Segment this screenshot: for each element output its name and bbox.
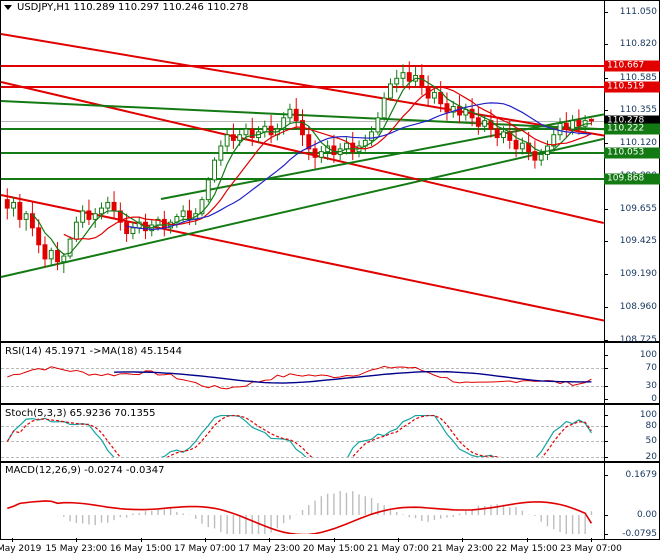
time-axis-tick: [398, 538, 399, 542]
price-axis-tick: [604, 12, 608, 13]
stoch-axis-label: 80: [645, 420, 657, 431]
price-axis-tick: [604, 208, 608, 210]
price-axis-label: 108.960: [619, 301, 657, 312]
time-axis-label: 17 May 23:00: [238, 544, 301, 554]
time-axis-label: 15 May 2019: [0, 544, 42, 554]
macd-axis-tick: [604, 475, 608, 476]
price-axis-tick: [604, 77, 608, 79]
stoch-axis: [604, 403, 660, 461]
stoch-axis-tick: [604, 441, 608, 443]
rsi-axis-gridline: [1, 368, 604, 370]
level-line-110519: [1, 85, 604, 88]
price-axis-tick: [604, 241, 608, 243]
support-level-110222[interactable]: 110.222: [604, 123, 660, 135]
support-level-110053[interactable]: 110.053: [604, 147, 660, 159]
time-axis-tick: [591, 538, 592, 542]
current-price-110278[interactable]: 110.278: [604, 115, 660, 127]
price-axis[interactable]: [604, 0, 660, 341]
time-axis-label: 22 May 15:00: [495, 544, 558, 554]
rsi-axis-label: 100: [639, 350, 657, 360]
rsi-axis-label: 30: [645, 380, 657, 391]
price-axis-label: 108.725: [619, 335, 657, 345]
macd-axis-label: 0.00: [636, 510, 657, 520]
rsi-axis-tick: [604, 385, 608, 387]
stoch-label: Stoch(5,3,3) 65.9236 70.1355: [5, 408, 156, 419]
price-axis-tick: [604, 274, 608, 276]
price-axis-label: 109.425: [619, 236, 657, 247]
rsi-label: RSI(14) 45.1971 ->MA(18) 45.1544: [5, 346, 182, 357]
stoch-axis-tick: [604, 415, 608, 416]
resistance-level-110667[interactable]: 110.667: [604, 60, 660, 72]
price-axis-tick: [604, 340, 608, 341]
time-axis-label: 17 May 07:00: [174, 544, 236, 554]
resistance-level-110519[interactable]: 110.519: [604, 81, 660, 93]
macd-axis-tick: [604, 534, 608, 535]
symbol-header: USDJPY,H1 110.289 110.297 110.246 110.27…: [17, 2, 249, 13]
price-axis-tick: [604, 306, 608, 308]
time-axis-label: 16 May 15:00: [109, 544, 172, 554]
price-plot-area[interactable]: [1, 12, 604, 340]
price-axis-label: 109.655: [619, 203, 657, 214]
time-axis-tick: [526, 538, 528, 542]
stoch-axis-label: 100: [639, 410, 657, 420]
stoch-axis-label: 50: [645, 436, 657, 447]
level-line-110667: [1, 65, 604, 67]
time-axis-label: 21 May 23:00: [431, 544, 494, 554]
time-axis-tick: [12, 538, 13, 542]
macd-axis-label: -0.0795: [622, 529, 657, 539]
rsi-axis-tick: [604, 399, 608, 400]
rsi-axis-gridline: [1, 385, 604, 387]
price-axis-tick: [604, 44, 608, 46]
time-axis-tick: [205, 538, 206, 542]
macd-label: MACD(12,26,9) -0.0274 -0.0347: [5, 465, 165, 476]
time-axis-label: 15 May 23:00: [45, 544, 108, 554]
macd-axis-tick: [604, 515, 608, 516]
rsi-axis-tick: [604, 368, 608, 370]
stoch-axis-gridline: [1, 425, 604, 427]
price-axis-label: 109.190: [619, 269, 657, 280]
time-axis-label: 21 May 07:00: [367, 544, 429, 554]
stoch-axis-tick: [604, 425, 608, 427]
rsi-axis-label: 70: [645, 363, 657, 374]
time-axis-tick: [140, 538, 142, 542]
price-axis-label: 110.355: [619, 105, 657, 115]
price-axis-label: 110.120: [619, 138, 657, 149]
price-axis-label: 111.050: [619, 7, 657, 17]
caret-down-icon[interactable]: [4, 5, 12, 10]
rsi-axis-tick: [604, 355, 608, 356]
time-axis-label: 20 May 15:00: [302, 544, 365, 554]
time-axis-label: 23 May 07:00: [560, 544, 622, 554]
time-axis-tick: [333, 538, 335, 542]
stoch-axis-tick: [604, 457, 608, 458]
stoch-axis-gridline: [1, 457, 604, 458]
price-axis-label: 110.585: [619, 72, 657, 83]
stoch-axis-label: 20: [645, 452, 657, 462]
time-axis-tick: [269, 538, 271, 542]
time-axis-tick: [462, 538, 464, 542]
stoch-axis-gridline: [1, 441, 604, 443]
time-axis-tick: [76, 538, 78, 542]
price-axis-tick: [604, 110, 608, 111]
level-line-109868: [1, 177, 604, 180]
rsi-axis: [604, 341, 660, 403]
macd-axis-label: 0.1679: [625, 470, 658, 480]
rsi-axis-label: 0: [651, 394, 657, 404]
price-axis-label: 110.820: [619, 39, 657, 50]
price-axis-tick: [604, 143, 608, 145]
macd-axis: [604, 461, 660, 540]
support-level-109868[interactable]: 109.868: [604, 173, 660, 185]
